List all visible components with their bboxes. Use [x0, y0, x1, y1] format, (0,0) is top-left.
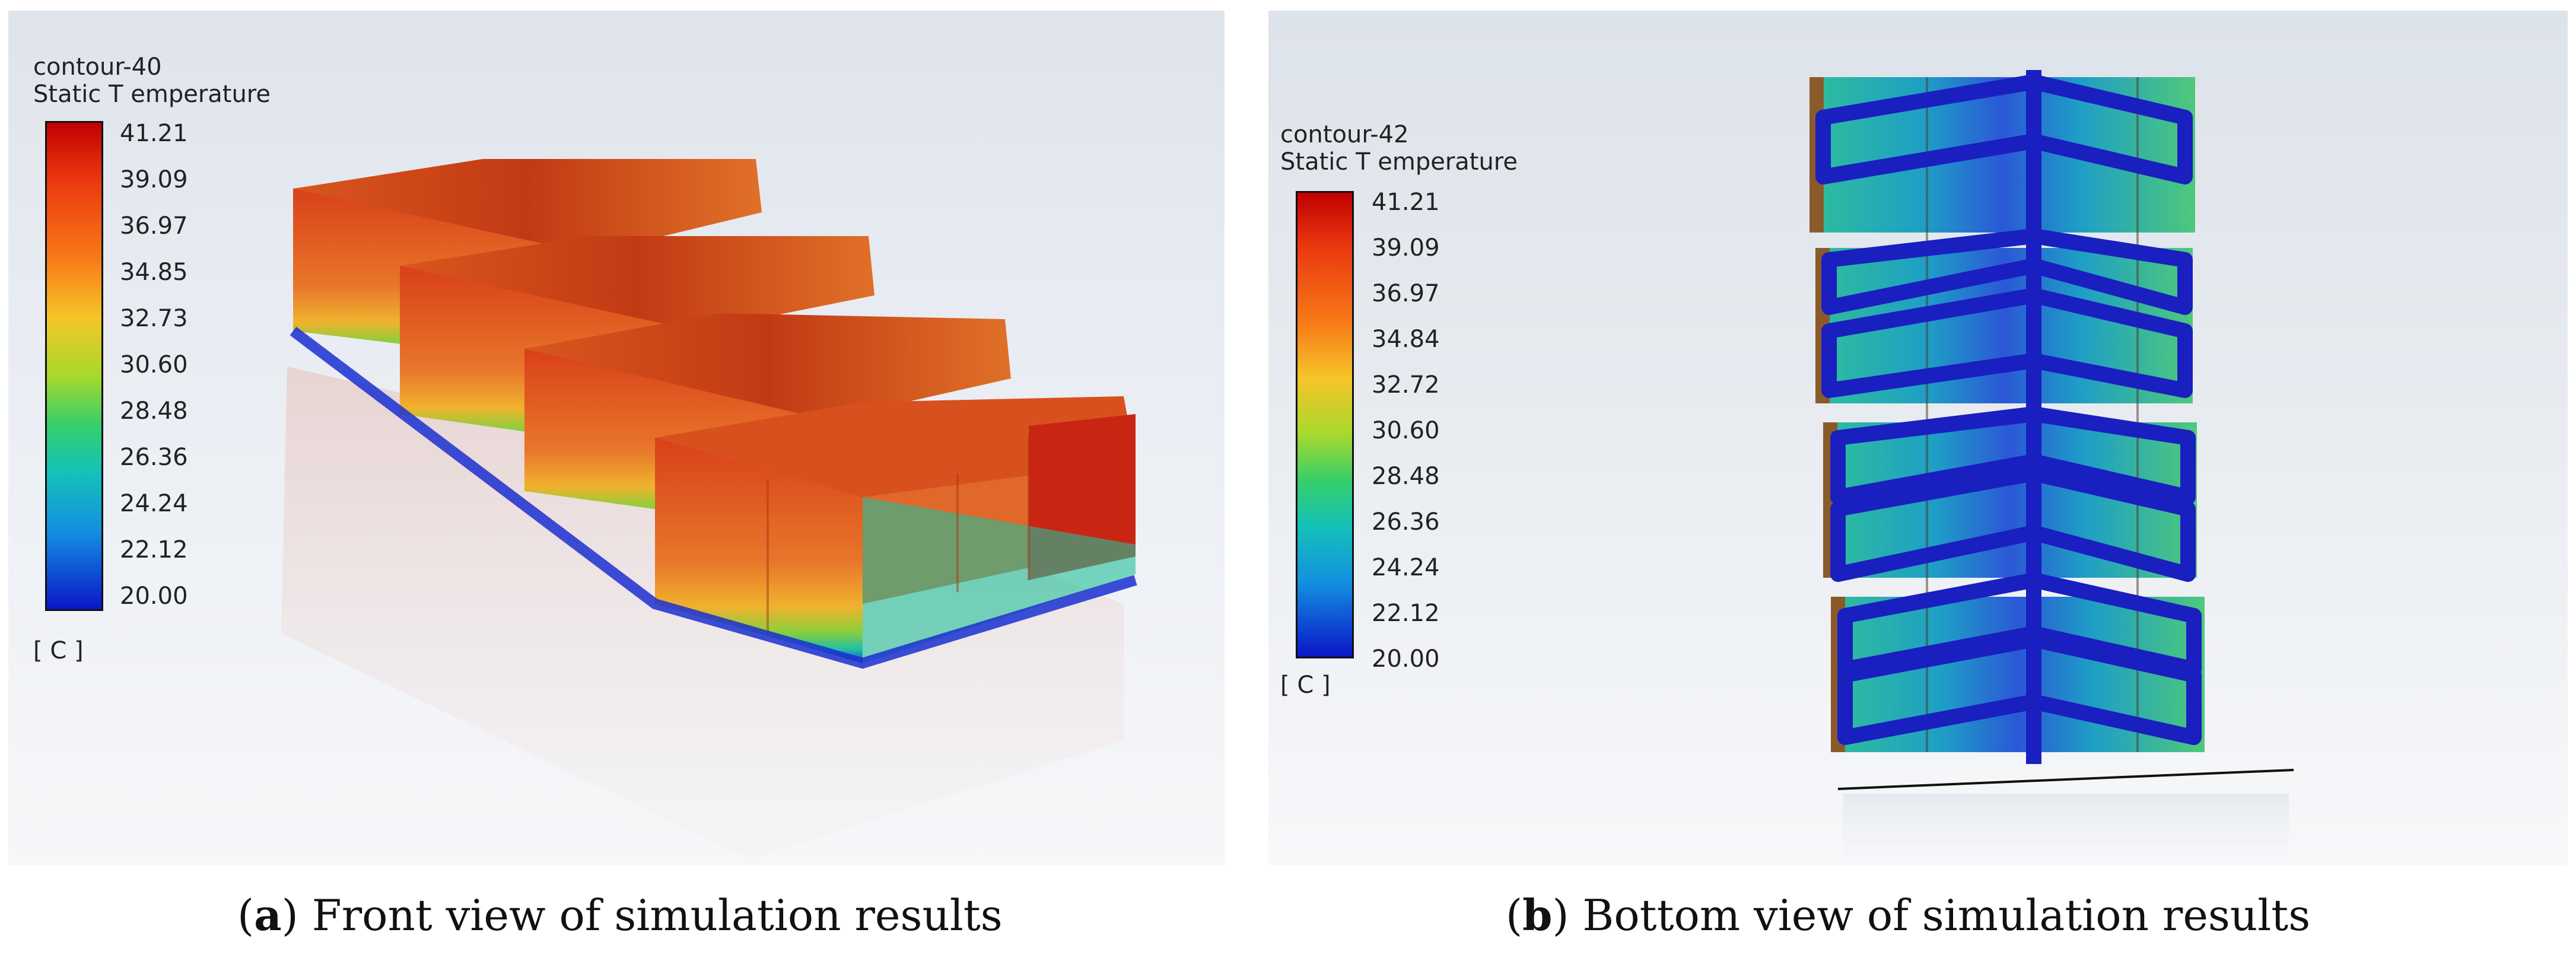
caption-a: (a) Front view of simulation results	[237, 890, 1003, 940]
legend-tick: 22.12	[1372, 600, 1440, 627]
legend-tick: 34.85	[120, 259, 188, 286]
bottom-view-battery-render	[1809, 70, 2294, 865]
variable-name: Static T emperature	[1280, 148, 1518, 176]
legend-tick: 28.48	[120, 397, 188, 425]
legend-tick: 22.12	[120, 536, 188, 564]
caption-letter: b	[1522, 890, 1553, 940]
legend-tick: 20.00	[1372, 645, 1440, 673]
contour-name: contour-40	[33, 53, 162, 81]
legend-tick: 32.72	[1372, 371, 1440, 399]
legend-unit: [ C ]	[33, 637, 84, 664]
front-view-battery-render	[281, 159, 1137, 859]
contour-name: contour-42	[1280, 121, 1409, 148]
legend-tick: 39.09	[1372, 234, 1440, 262]
legend-tick: 32.73	[120, 305, 188, 332]
legend-tick: 28.48	[1372, 463, 1440, 490]
legend-tick: 30.60	[120, 351, 188, 378]
legend-tick: 36.97	[1372, 280, 1440, 307]
legend-tick: 20.00	[120, 583, 188, 610]
legend-tick: 41.21	[1372, 189, 1440, 216]
base-plate-edge	[1837, 769, 2294, 790]
caption-text: Bottom view of simulation results	[1569, 890, 2311, 940]
legend-tick: 36.97	[120, 212, 188, 240]
color-bar	[45, 121, 103, 611]
legend-tick: 24.24	[1372, 554, 1440, 581]
legend-tick: 26.36	[1372, 508, 1440, 536]
legend-tick: 39.09	[120, 166, 188, 193]
caption-text: Front view of simulation results	[298, 890, 1003, 940]
front-view-panel: contour-40 Static T emperature 41.21 39.…	[8, 11, 1225, 865]
legend-tick: 24.24	[120, 490, 188, 517]
reflection	[1843, 794, 2289, 865]
legend-tick: 26.36	[120, 444, 188, 471]
legend-unit: [ C ]	[1280, 671, 1331, 699]
variable-name: Static T emperature	[33, 81, 271, 108]
cooling-channel	[1815, 70, 2202, 764]
bottom-view-panel: contour-42 Static T emperature 41.21 39.…	[1268, 11, 2568, 865]
legend-tick: 30.60	[1372, 417, 1440, 444]
module-row	[290, 159, 1137, 669]
legend-tick: 41.21	[120, 120, 188, 147]
caption-letter: a	[254, 890, 282, 940]
color-bar	[1296, 191, 1354, 658]
legend-tick: 34.84	[1372, 326, 1440, 353]
caption-b: (b) Bottom view of simulation results	[1506, 890, 2311, 940]
